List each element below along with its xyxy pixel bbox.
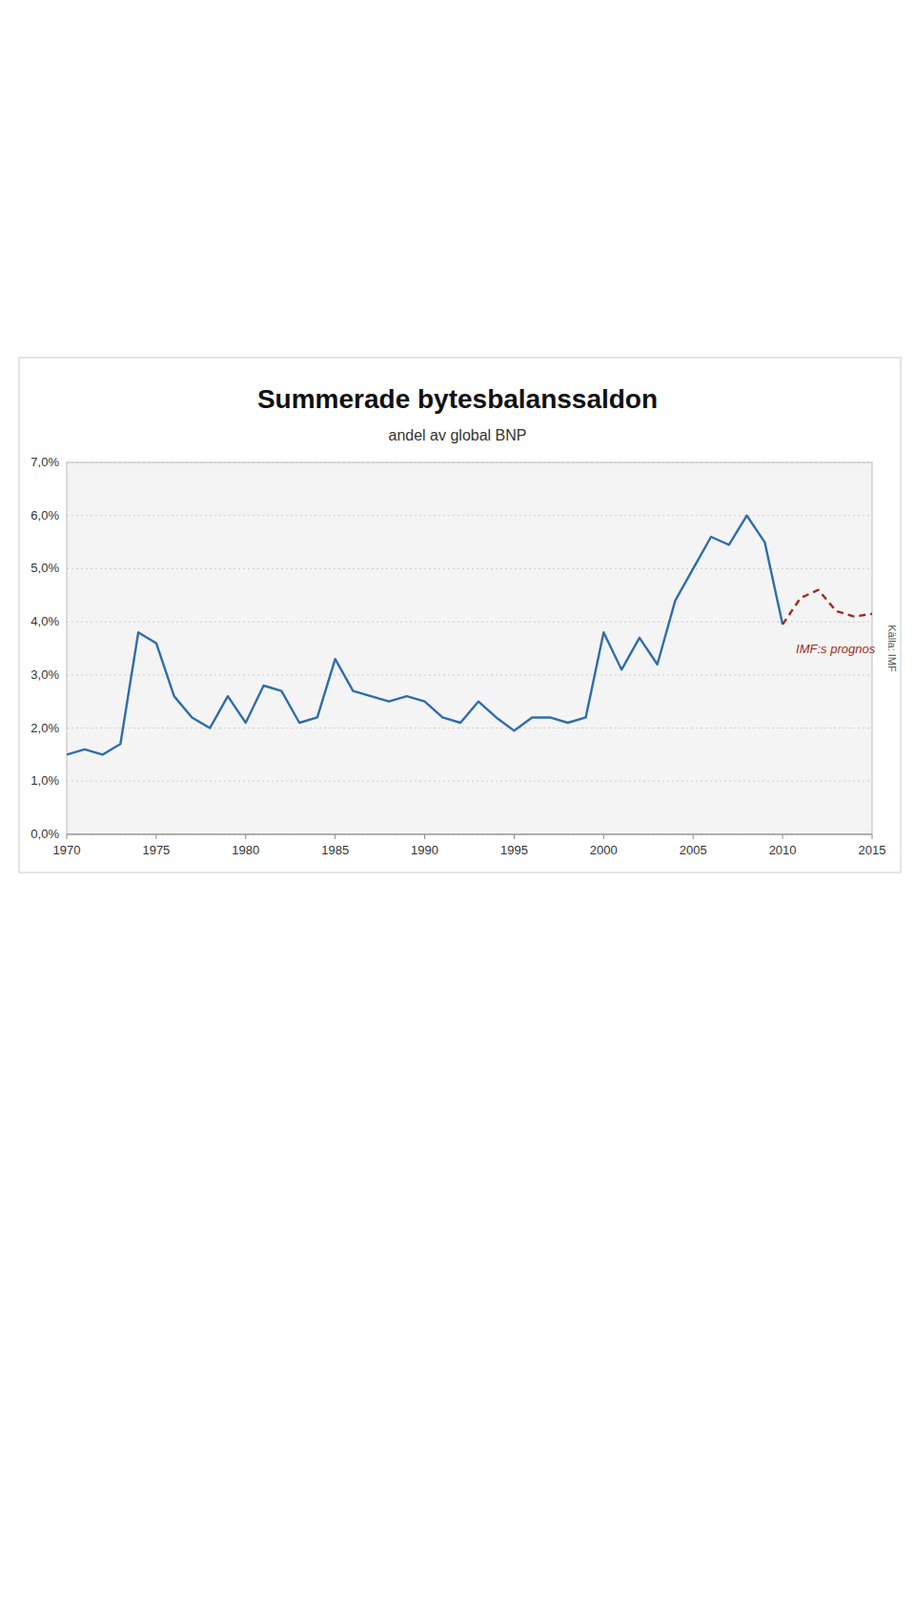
x-tick-label: 1970 <box>53 842 82 857</box>
chart-box <box>19 357 901 873</box>
annotation: IMF:s prognos <box>795 641 876 656</box>
x-tick <box>334 833 336 839</box>
x-axis: 1970 1975 1980 1985 1990 1995 2000 2005 2010 2015 <box>53 833 887 857</box>
y-tick-label: 5,0% <box>30 560 60 575</box>
subtitle: andel av global BNP <box>388 427 528 444</box>
chart-svg: Summerade bytesbalanssaldon andel av glob… <box>0 0 915 1600</box>
x-tick <box>603 833 605 839</box>
grid-line <box>66 833 873 835</box>
x-tick-label: 1975 <box>142 842 170 857</box>
y-axis: 0,0% 1,0% 2,0% 3,0% 4,0% 5,0% 6,0% 7,0% <box>30 454 873 841</box>
x-tick <box>872 833 874 839</box>
x-tick-label: 1980 <box>231 842 260 857</box>
x-tick-label: 1985 <box>321 842 349 857</box>
x-tick <box>66 833 68 839</box>
grid-line <box>66 673 873 675</box>
source: Källa: IMF <box>886 624 898 672</box>
grid-line <box>66 727 873 729</box>
y-tick-label: 6,0% <box>30 508 60 523</box>
grid-line <box>66 514 873 516</box>
x-tick <box>155 833 157 839</box>
y-tick-label: 3,0% <box>30 667 60 682</box>
grid-line <box>66 780 873 782</box>
grid-line <box>66 621 873 623</box>
plot-background <box>66 462 873 834</box>
y-tick-label: 0,0% <box>30 826 60 841</box>
x-tick <box>513 833 515 839</box>
x-tick <box>692 833 694 839</box>
x-tick <box>424 833 426 839</box>
x-tick-label: 2015 <box>858 842 887 857</box>
x-tick-label: 2005 <box>679 842 708 857</box>
y-tick-label: 1,0% <box>30 772 60 788</box>
x-tick <box>782 833 784 839</box>
series-line <box>66 515 783 755</box>
y-tick-label: 4,0% <box>30 613 60 629</box>
x-tick-label: 1990 <box>410 842 439 857</box>
x-axis-line <box>66 833 873 835</box>
data-area <box>66 515 873 755</box>
x-tick <box>244 833 246 839</box>
x-tick-label: 2010 <box>769 842 797 857</box>
y-tick-label: 2,0% <box>30 720 60 735</box>
x-tick-label: 1995 <box>500 842 529 857</box>
y-tick-label: 7,0% <box>30 454 60 469</box>
plot-frame <box>66 462 873 834</box>
x-tick-label: 2000 <box>589 842 618 857</box>
title: Summerade bytesbalanssaldon <box>257 384 658 414</box>
series-line <box>782 589 873 625</box>
grid-line <box>66 568 873 570</box>
